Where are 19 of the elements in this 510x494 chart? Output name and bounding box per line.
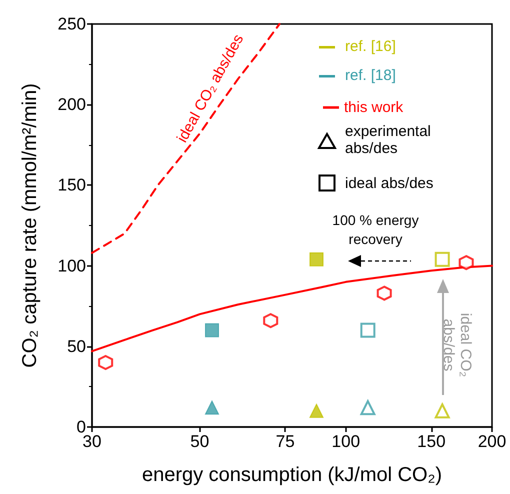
y-axis-title: CO₂ capture rate (mmol/m²/min) bbox=[19, 83, 41, 368]
y-tick-label: 250 bbox=[58, 14, 86, 34]
x-tick-label: 50 bbox=[190, 432, 210, 451]
x-axis-title: energy consumption (kJ/mol CO₂) bbox=[142, 464, 442, 486]
annotation: experimental abs/des bbox=[345, 123, 432, 157]
annotation: 100 % energy recovery bbox=[331, 211, 420, 249]
x-tick-label: 75 bbox=[276, 432, 295, 451]
y-tick-label: 150 bbox=[58, 176, 86, 195]
y-tick-label: 50 bbox=[67, 336, 86, 356]
x-tick-label: 150 bbox=[417, 432, 446, 451]
annotation: ref. [16] bbox=[345, 38, 396, 55]
legend-label: this work bbox=[344, 99, 404, 116]
y-tick-label: 200 bbox=[58, 95, 86, 114]
x-tick-label: 200 bbox=[478, 432, 506, 451]
x-tick-label: 100 bbox=[332, 432, 360, 451]
annotation: ideal CO₂ abs/des bbox=[440, 312, 474, 380]
annotation: ideal abs/des bbox=[345, 175, 434, 192]
y-tick-label: 100 bbox=[58, 256, 86, 276]
annotation: ref. [18] bbox=[345, 67, 396, 84]
